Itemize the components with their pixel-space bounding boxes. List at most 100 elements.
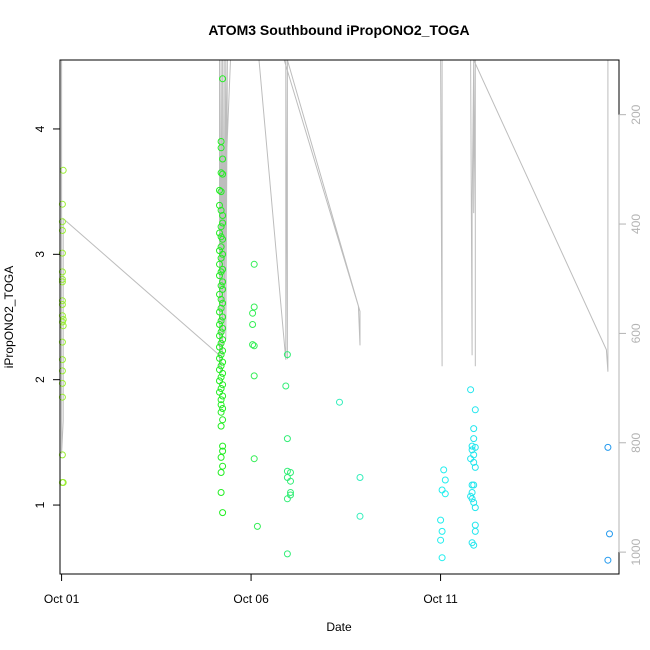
data-point bbox=[283, 351, 291, 359]
data-point bbox=[216, 308, 223, 316]
data-point bbox=[217, 243, 225, 251]
data-point bbox=[217, 295, 225, 303]
data-point bbox=[287, 469, 294, 476]
data-point bbox=[217, 489, 225, 496]
data-point bbox=[283, 550, 291, 558]
data-point bbox=[250, 342, 258, 350]
data-point bbox=[219, 235, 227, 243]
data-point bbox=[219, 509, 227, 517]
y2-tick-label: 1000 bbox=[629, 538, 643, 565]
data-point bbox=[438, 527, 446, 535]
data-point bbox=[470, 435, 478, 443]
data-point bbox=[217, 362, 225, 370]
data-point bbox=[471, 521, 479, 529]
data-point bbox=[217, 282, 225, 290]
data-point bbox=[217, 328, 225, 336]
data-point bbox=[58, 338, 66, 346]
plot-frame bbox=[59, 59, 620, 575]
data-point bbox=[217, 223, 225, 231]
data-point bbox=[437, 516, 445, 524]
data-point bbox=[219, 170, 227, 178]
data-point bbox=[58, 275, 66, 283]
y2-tick-label: 200 bbox=[629, 104, 643, 124]
data-point bbox=[283, 495, 291, 503]
data-point bbox=[219, 285, 227, 293]
data-point bbox=[216, 229, 223, 237]
data-point bbox=[58, 218, 66, 226]
data-point bbox=[287, 477, 294, 485]
data-point bbox=[219, 324, 227, 332]
data-point bbox=[219, 358, 227, 366]
data-point bbox=[604, 556, 612, 564]
data-point bbox=[217, 304, 225, 312]
data-point bbox=[217, 144, 225, 152]
data-point bbox=[470, 541, 478, 549]
data-point bbox=[58, 301, 66, 308]
data-point bbox=[217, 422, 225, 430]
data-point bbox=[58, 451, 66, 459]
data-point bbox=[249, 341, 257, 349]
x-tick-label: Oct 06 bbox=[233, 592, 269, 606]
x-axis: Oct 01 Oct 06 Oct 11 bbox=[44, 573, 458, 606]
data-point bbox=[471, 504, 479, 512]
data-point bbox=[217, 396, 225, 404]
data-point bbox=[58, 200, 66, 208]
y-tick-label: 3 bbox=[33, 251, 47, 258]
data-point bbox=[217, 206, 225, 214]
y2-tick-label: 600 bbox=[629, 323, 643, 343]
data-point bbox=[219, 75, 227, 83]
pressure-profile-line bbox=[61, 60, 609, 454]
data-point bbox=[216, 272, 223, 280]
data-point bbox=[58, 227, 66, 234]
data-point bbox=[471, 527, 479, 535]
data-point bbox=[217, 408, 225, 416]
y2-tick-label: 400 bbox=[629, 214, 643, 234]
data-point bbox=[219, 405, 227, 412]
data-point bbox=[253, 522, 261, 530]
data-point bbox=[58, 367, 66, 375]
chart-title: ATOM3 Southbound iPropONO2_TOGA bbox=[208, 22, 469, 38]
data-point bbox=[250, 303, 258, 311]
data-point bbox=[467, 386, 475, 394]
x-axis-label: Date bbox=[326, 620, 352, 634]
data-point bbox=[438, 554, 446, 562]
x-tick-label: Oct 11 bbox=[423, 592, 458, 606]
data-point bbox=[217, 188, 225, 196]
data-point bbox=[219, 416, 227, 424]
data-point bbox=[470, 458, 478, 466]
data-point bbox=[219, 381, 227, 389]
data-point bbox=[250, 455, 258, 463]
data-point bbox=[471, 406, 479, 414]
data-point bbox=[216, 377, 223, 385]
data-point bbox=[219, 447, 227, 455]
data-point bbox=[249, 321, 257, 328]
data-point bbox=[219, 278, 227, 286]
data-point bbox=[58, 379, 66, 387]
data-point bbox=[471, 463, 479, 471]
data-point bbox=[217, 453, 225, 461]
data-point bbox=[216, 290, 223, 298]
data-point bbox=[356, 474, 364, 481]
data-point bbox=[216, 186, 223, 194]
data-point bbox=[219, 155, 227, 163]
data-point bbox=[356, 512, 364, 520]
data-point bbox=[217, 268, 225, 276]
data-point bbox=[468, 442, 476, 450]
data-point bbox=[470, 425, 478, 433]
data-point bbox=[219, 313, 227, 321]
x-tick-label: Oct 01 bbox=[44, 592, 80, 606]
y-tick-label: 1 bbox=[33, 501, 47, 508]
data-point bbox=[216, 260, 223, 268]
data-point bbox=[606, 530, 613, 538]
data-point bbox=[58, 278, 66, 286]
data-point bbox=[219, 462, 227, 470]
data-point bbox=[441, 476, 449, 484]
data-point bbox=[219, 442, 227, 450]
data-point bbox=[58, 356, 66, 364]
data-point bbox=[219, 212, 227, 219]
y-axis-label: iPropONO2_TOGA bbox=[2, 266, 16, 368]
data-point bbox=[217, 351, 225, 359]
data-point bbox=[216, 388, 223, 396]
data-point bbox=[217, 469, 225, 476]
